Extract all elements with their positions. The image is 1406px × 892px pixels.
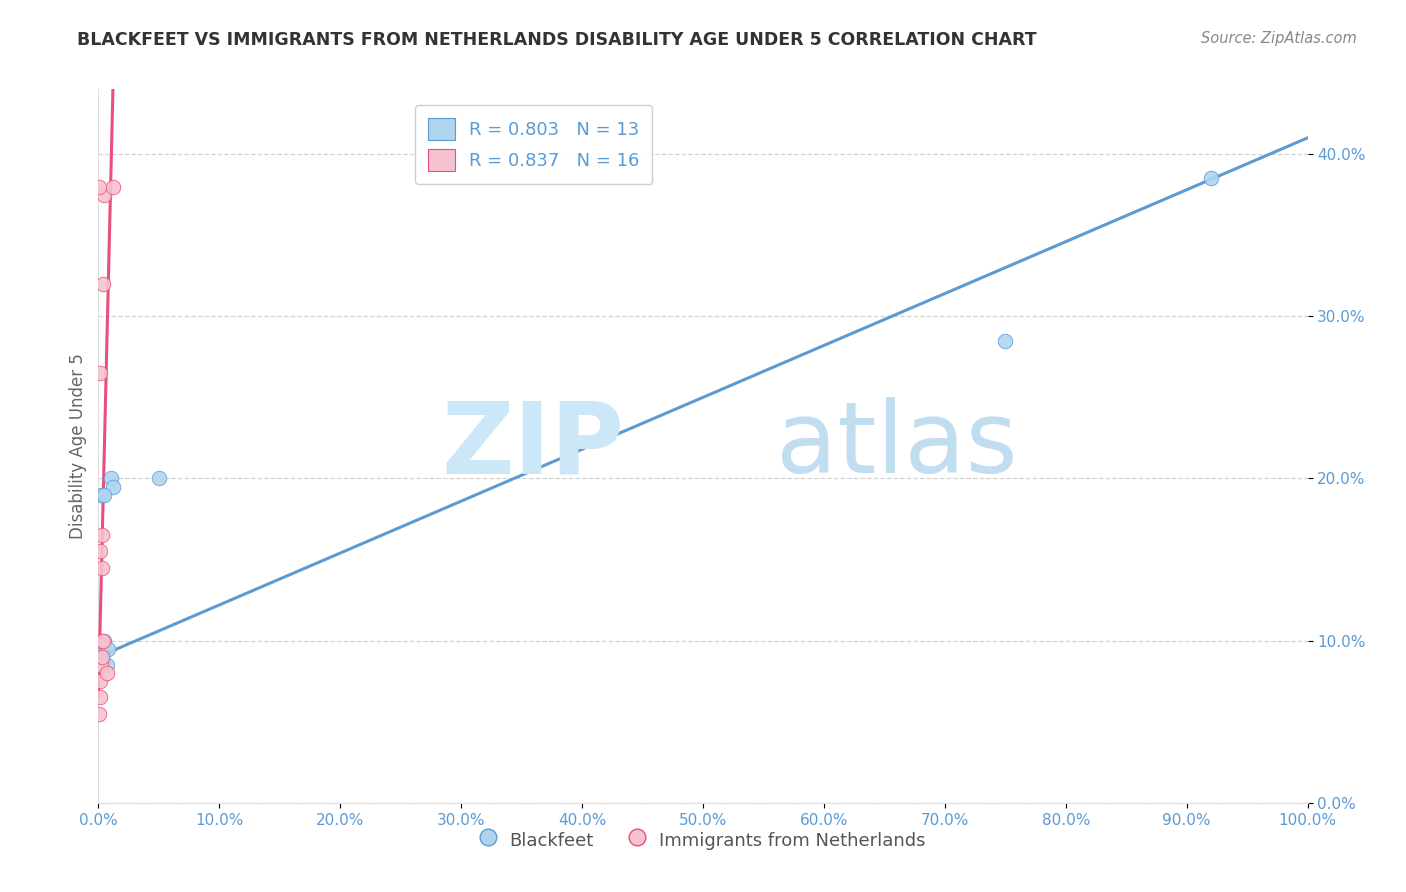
Point — [100, 471, 122, 485]
Point — [93, 633, 115, 648]
Text: Source: ZipAtlas.com: Source: ZipAtlas.com — [1201, 31, 1357, 46]
Point — [148, 471, 170, 485]
Text: atlas: atlas — [776, 398, 1017, 494]
Text: BLACKFEET VS IMMIGRANTS FROM NETHERLANDS DISABILITY AGE UNDER 5 CORRELATION CHAR: BLACKFEET VS IMMIGRANTS FROM NETHERLANDS… — [77, 31, 1038, 49]
Legend: Blackfeet, Immigrants from Netherlands: Blackfeet, Immigrants from Netherlands — [474, 822, 932, 858]
Point — [89, 690, 111, 705]
Text: ZIP: ZIP — [441, 398, 624, 494]
Point — [89, 641, 111, 656]
Point — [87, 179, 110, 194]
Point — [91, 649, 114, 664]
Point — [93, 187, 115, 202]
Point — [91, 560, 114, 574]
Point — [89, 674, 111, 689]
Y-axis label: Disability Age Under 5: Disability Age Under 5 — [69, 353, 87, 539]
Point — [91, 528, 114, 542]
Point — [90, 633, 112, 648]
Point — [91, 633, 114, 648]
Point — [89, 544, 111, 558]
Point — [91, 277, 114, 291]
Point — [101, 479, 124, 493]
Point — [90, 657, 112, 672]
Point — [89, 657, 111, 672]
Point — [93, 488, 115, 502]
Point — [90, 488, 112, 502]
Point — [101, 179, 124, 194]
Point — [994, 334, 1017, 348]
Point — [96, 657, 118, 672]
Point — [96, 666, 118, 681]
Point — [1199, 171, 1222, 186]
Point — [89, 366, 111, 380]
Point — [91, 649, 114, 664]
Point — [87, 706, 110, 721]
Point — [97, 641, 120, 656]
